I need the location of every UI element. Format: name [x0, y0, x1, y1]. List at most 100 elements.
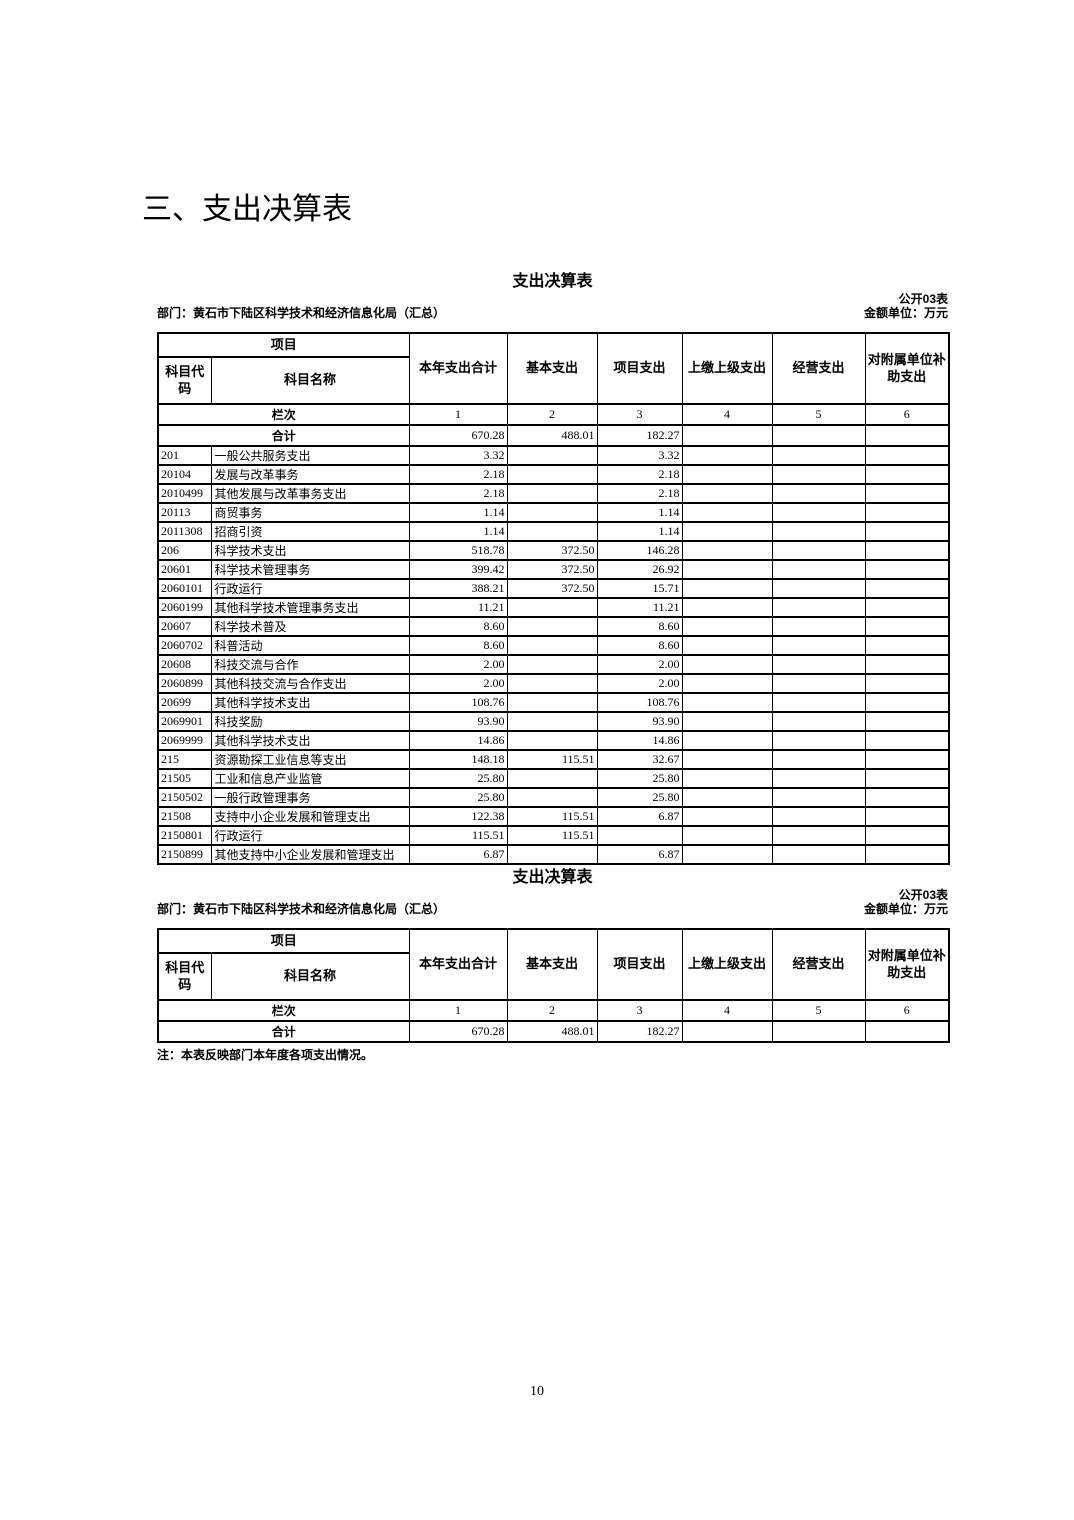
amount-column-header-2: 基本支出 — [506, 928, 598, 1001]
amount-cell: 146.28 — [596, 540, 683, 561]
amount-column-header-4: 上缴上级支出 — [681, 332, 773, 405]
total-amount-cell: 182.27 — [596, 1020, 683, 1043]
amount-cell — [864, 844, 950, 865]
amount-cell — [681, 654, 773, 675]
amount-cell — [864, 730, 950, 751]
amount-cell: 115.51 — [506, 825, 598, 846]
subject-name-cell: 其他科学技术支出 — [210, 730, 410, 751]
name-column-header: 科目名称 — [210, 356, 410, 405]
amount-cell: 8.60 — [408, 616, 508, 637]
amount-cell: 115.51 — [408, 825, 508, 846]
amount-cell — [681, 559, 773, 580]
column-index-value: 5 — [771, 403, 866, 426]
table-row: 2060899 其他科技交流与合作支出 2.00 2.00 — [157, 673, 950, 694]
table-row: 2150502 一般行政管理事务 25.80 25.80 — [157, 787, 950, 808]
table-row: 2069999 其他科学技术支出 14.86 14.86 — [157, 730, 950, 751]
subject-name-cell: 支持中小企业发展和管理支出 — [210, 806, 410, 827]
amount-cell: 26.92 — [596, 559, 683, 580]
amount-cell — [681, 673, 773, 694]
amount-cell: 11.21 — [408, 597, 508, 618]
amount-cell — [681, 825, 773, 846]
table-row: 20607 科学技术普及 8.60 8.60 — [157, 616, 950, 637]
subject-code-cell: 2011308 — [157, 521, 212, 542]
column-index-value: 6 — [864, 999, 950, 1022]
amount-cell — [771, 578, 866, 599]
amount-cell — [681, 692, 773, 713]
amount-cell: 8.60 — [596, 635, 683, 656]
amount-cell — [771, 673, 866, 694]
amount-column-header-1: 本年支出合计 — [408, 928, 508, 1001]
amount-cell: 25.80 — [596, 787, 683, 808]
amount-cell — [506, 844, 598, 865]
subject-code-cell: 20104 — [157, 464, 212, 485]
amount-cell: 115.51 — [506, 806, 598, 827]
amount-cell: 8.60 — [596, 616, 683, 637]
subject-name-cell: 科普活动 — [210, 635, 410, 656]
table-meta-row: 部门：黄石市下陆区科学技术和经济信息化局（汇总） 金额单位：万元 — [157, 306, 948, 320]
amount-cell: 2.00 — [596, 673, 683, 694]
amount-cell — [771, 711, 866, 732]
amount-cell: 108.76 — [408, 692, 508, 713]
amount-cell: 388.21 — [408, 578, 508, 599]
subject-code-cell: 2150502 — [157, 787, 212, 808]
amount-cell — [864, 749, 950, 770]
amount-cell: 25.80 — [596, 768, 683, 789]
column-index-value: 4 — [681, 999, 773, 1022]
amount-cell: 6.87 — [596, 844, 683, 865]
amount-cell — [681, 730, 773, 751]
table-title: 支出决算表 — [512, 273, 593, 290]
amount-column-header-2: 基本支出 — [506, 332, 598, 405]
amount-cell — [864, 768, 950, 789]
amount-cell — [506, 768, 598, 789]
table-row: 2060199 其他科学技术管理事务支出 11.21 11.21 — [157, 597, 950, 618]
table-row: 21508 支持中小企业发展和管理支出 122.38 115.51 6.87 — [157, 806, 950, 827]
subject-name-cell: 科学技术管理事务 — [210, 559, 410, 580]
unit-label: 金额单位：万元 — [863, 902, 948, 916]
amount-cell — [506, 483, 598, 504]
department-label: 部门：黄石市下陆区科学技术和经济信息化局（汇总） — [157, 902, 446, 916]
subject-name-cell: 其他科学技术支出 — [210, 692, 410, 713]
amount-cell — [506, 616, 598, 637]
amount-cell: 15.71 — [596, 578, 683, 599]
table-row: 2060101 行政运行 388.21 372.50 15.71 — [157, 578, 950, 599]
amount-cell: 6.87 — [596, 806, 683, 827]
column-index-row: 栏次 1 2 3 4 5 6 — [157, 999, 950, 1022]
amount-cell: 372.50 — [506, 559, 598, 580]
amount-cell — [771, 844, 866, 865]
subject-name-cell: 其他科学技术管理事务支出 — [210, 597, 410, 618]
column-index-value: 6 — [864, 403, 950, 426]
table-row: 215 资源勘探工业信息等支出 148.18 115.51 32.67 — [157, 749, 950, 770]
total-row: 合计 670.28 488.01 182.27 — [157, 424, 950, 447]
amount-cell — [506, 654, 598, 675]
amount-cell: 6.87 — [408, 844, 508, 865]
column-index-value: 1 — [408, 403, 508, 426]
amount-cell: 2.18 — [408, 483, 508, 504]
subject-name-cell: 商贸事务 — [210, 502, 410, 523]
code-column-header: 科目代码 — [157, 356, 212, 405]
amount-cell — [681, 844, 773, 865]
subject-code-cell: 2069999 — [157, 730, 212, 751]
section-heading: 三、支出决算表 — [142, 193, 352, 226]
subject-name-cell: 行政运行 — [210, 825, 410, 846]
amount-cell: 372.50 — [506, 578, 598, 599]
table-header-row: 项目 本年支出合计 基本支出 项目支出 上缴上级支出 经营支出 对附属单位补助支出 — [157, 332, 950, 405]
subject-code-cell: 2010499 — [157, 483, 212, 504]
total-row: 合计 670.28 488.01 182.27 — [157, 1020, 950, 1043]
amount-cell: 2.00 — [408, 673, 508, 694]
amount-cell — [506, 502, 598, 523]
total-amount-cell: 670.28 — [408, 424, 508, 447]
table-subheader-row: 科目代码 科目名称 — [157, 356, 949, 405]
column-index-value: 4 — [681, 403, 773, 426]
amount-cell — [864, 825, 950, 846]
table-header-row: 项目 本年支出合计 基本支出 项目支出 上缴上级支出 经营支出 对附属单位补助支出 — [157, 928, 950, 1001]
amount-cell — [681, 483, 773, 504]
amount-cell — [864, 692, 950, 713]
amount-cell — [771, 483, 866, 504]
subject-name-cell: 其他发展与改革事务支出 — [210, 483, 410, 504]
amount-cell: 32.67 — [596, 749, 683, 770]
amount-cell — [506, 711, 598, 732]
amount-cell: 2.00 — [408, 654, 508, 675]
subject-code-cell: 2150801 — [157, 825, 212, 846]
amount-cell — [681, 464, 773, 485]
total-amount-cell — [771, 1020, 866, 1043]
